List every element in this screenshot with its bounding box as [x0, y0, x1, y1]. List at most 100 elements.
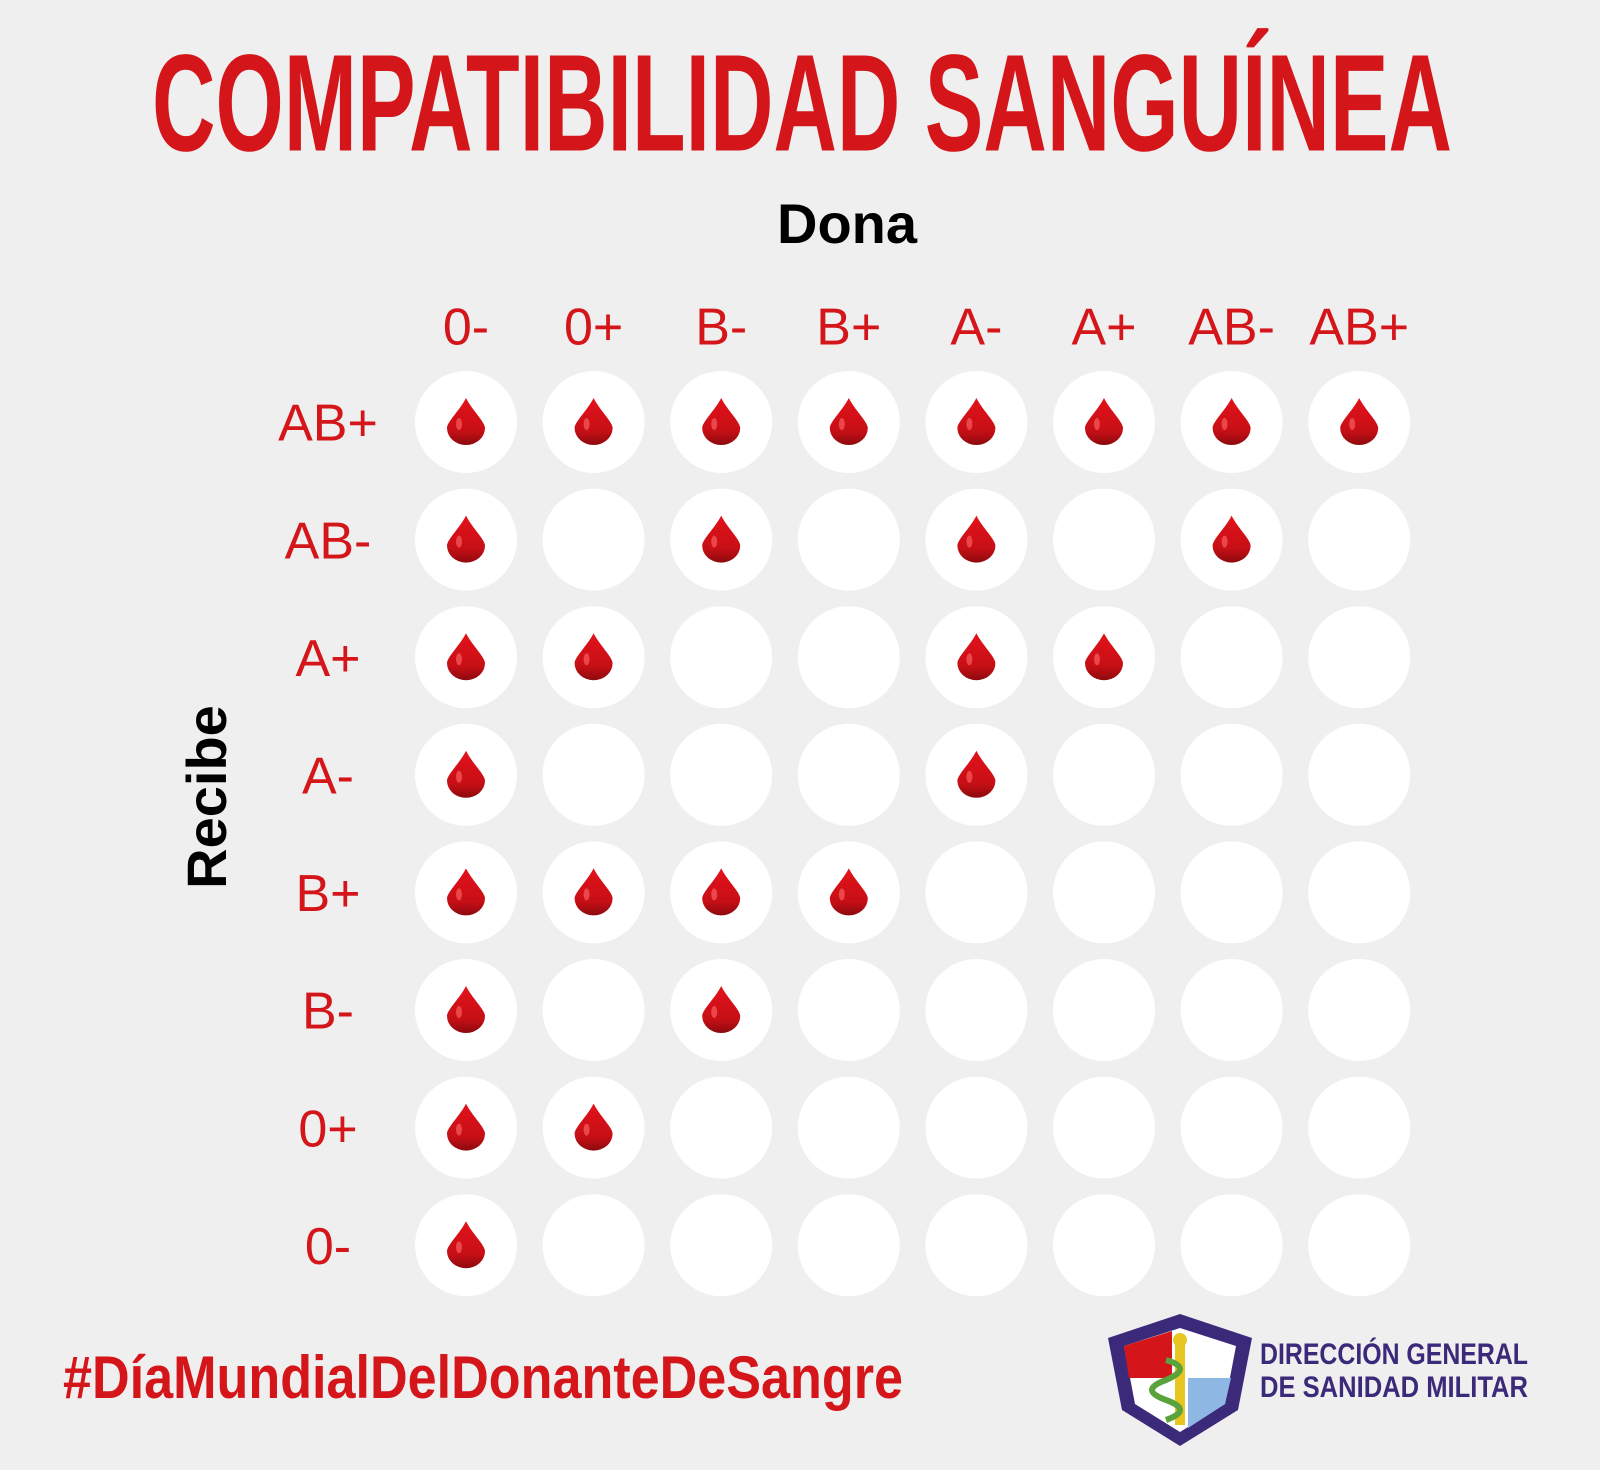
blood-drop: [574, 868, 613, 916]
blood-drop: [574, 633, 613, 681]
cell: [1308, 841, 1411, 944]
cell: [797, 1194, 900, 1297]
drop-highlight: [456, 535, 462, 548]
cell: [1053, 959, 1155, 1061]
cell: [1180, 959, 1283, 1061]
drop-highlight: [456, 1123, 462, 1136]
cell: [1053, 841, 1155, 944]
blood-drop: [447, 1221, 485, 1269]
cell: [1053, 488, 1155, 591]
donor-type: AB-: [1188, 299, 1275, 357]
hashtag: #DíaMundialDelDonanteDeSangre: [63, 1344, 903, 1411]
blood-drop: [1212, 515, 1251, 563]
cell: [1308, 1194, 1411, 1297]
drop-highlight: [456, 770, 462, 783]
donor-type: 0-: [443, 299, 489, 357]
cell: [670, 606, 773, 709]
blood-drop: [447, 1103, 485, 1151]
blood-drop: [957, 398, 996, 445]
cell: [1308, 488, 1411, 591]
cell: [797, 723, 900, 826]
drop-highlight: [711, 1006, 718, 1018]
blood-drop: [1212, 398, 1251, 445]
drop-highlight: [966, 770, 973, 783]
blood-drop: [829, 398, 868, 445]
drop-highlight: [456, 653, 462, 666]
blood-drop: [447, 750, 485, 798]
cell: [1180, 841, 1283, 944]
receiver-type: AB+: [278, 395, 378, 453]
cell: [542, 488, 645, 591]
receiver-type: AB-: [285, 512, 372, 570]
cell: [1053, 1076, 1155, 1179]
cell: [670, 1076, 773, 1179]
cell: [797, 1076, 900, 1179]
blood-drop: [829, 868, 868, 916]
donor-type: B+: [816, 299, 881, 357]
cell: [670, 723, 773, 826]
receiver-type: B+: [295, 865, 360, 923]
blood-drop: [447, 986, 485, 1033]
drop-highlight: [583, 1123, 590, 1136]
drop-highlight: [456, 1006, 462, 1018]
cell: [1308, 1076, 1411, 1179]
matrix: 0- 0+ B- B+ A- A+ AB- AB+ AB+ AB- A+ A- B+ B- 0+ 0-: [278, 299, 1411, 1297]
drop-highlight: [838, 418, 845, 430]
cell: [1053, 723, 1155, 826]
drop-highlight: [1221, 535, 1228, 548]
cell: [1180, 606, 1283, 709]
blood-drop: [1085, 398, 1123, 445]
organization-line: DIRECCIÓN GENERAL: [1260, 1337, 1528, 1371]
drop-highlight: [456, 1241, 462, 1254]
receiver-type: 0+: [298, 1100, 357, 1158]
cell: [1180, 1194, 1283, 1297]
logo: [1108, 1314, 1252, 1446]
receiver-type: 0-: [305, 1218, 351, 1276]
cell: [670, 1194, 773, 1297]
blood-drop: [702, 986, 741, 1033]
drop-highlight: [711, 535, 718, 548]
drop-highlight: [1349, 418, 1356, 430]
cell: [542, 959, 645, 1061]
cell: [925, 841, 1028, 944]
blood-drop: [957, 750, 996, 798]
donor-type: A+: [1071, 299, 1136, 357]
cell: [1180, 1076, 1283, 1179]
blood-drop: [702, 868, 741, 916]
donor-type: AB+: [1309, 299, 1409, 357]
cell: [925, 1194, 1028, 1297]
cell: [1308, 606, 1411, 709]
blood-drop: [447, 398, 485, 445]
cell: [542, 1194, 645, 1297]
donor-label: Dona: [777, 192, 918, 255]
donor-type: 0+: [564, 299, 623, 357]
blood-drop: [574, 398, 613, 445]
drop-highlight: [966, 418, 973, 430]
drop-highlight: [711, 418, 718, 430]
title: COMPATIBILIDAD SANGUÍNEA: [152, 26, 1452, 180]
blood-drop: [702, 398, 741, 445]
cell: [1180, 723, 1283, 826]
cell: [542, 723, 645, 826]
blood-drop: [957, 515, 996, 563]
drop-highlight: [838, 888, 845, 901]
drop-highlight: [1094, 418, 1100, 430]
drop-highlight: [1221, 418, 1228, 430]
drop-highlight: [583, 653, 590, 666]
blood-drop: [957, 633, 996, 681]
blood-drop: [1085, 633, 1123, 681]
receiver-type: B-: [302, 983, 354, 1041]
drop-highlight: [711, 888, 718, 901]
drop-highlight: [456, 888, 462, 901]
drop-highlight: [456, 418, 462, 430]
blood-drop: [447, 868, 485, 916]
blood-drop: [702, 515, 741, 563]
drop-highlight: [966, 653, 973, 666]
drop-highlight: [583, 888, 590, 901]
drop-highlight: [1094, 653, 1100, 666]
cell: [1053, 1194, 1155, 1297]
drop-highlight: [583, 418, 590, 430]
donor-type: B-: [695, 299, 747, 357]
